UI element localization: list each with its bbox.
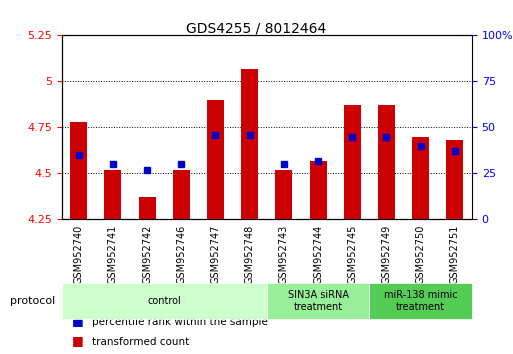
Text: miR-138 mimic
treatment: miR-138 mimic treatment [384, 290, 458, 312]
Bar [70, 122, 87, 219]
Text: control: control [147, 296, 181, 306]
Text: transformed count: transformed count [92, 337, 190, 347]
Bar [309, 161, 327, 219]
Text: percentile rank within the sample: percentile rank within the sample [92, 318, 268, 327]
Text: ■: ■ [72, 314, 84, 327]
Bar [173, 170, 190, 219]
Text: protocol: protocol [10, 296, 55, 306]
Text: ■: ■ [72, 334, 84, 347]
Bar [275, 170, 292, 219]
Bar [412, 137, 429, 219]
Bar [378, 105, 395, 219]
Bar [104, 170, 122, 219]
Bar [344, 105, 361, 219]
Bar [241, 69, 258, 219]
Bar [207, 100, 224, 219]
Text: GDS4255 / 8012464: GDS4255 / 8012464 [186, 21, 327, 35]
Bar [446, 140, 463, 219]
Text: SIN3A siRNA
treatment: SIN3A siRNA treatment [288, 290, 348, 312]
Bar [139, 198, 155, 219]
